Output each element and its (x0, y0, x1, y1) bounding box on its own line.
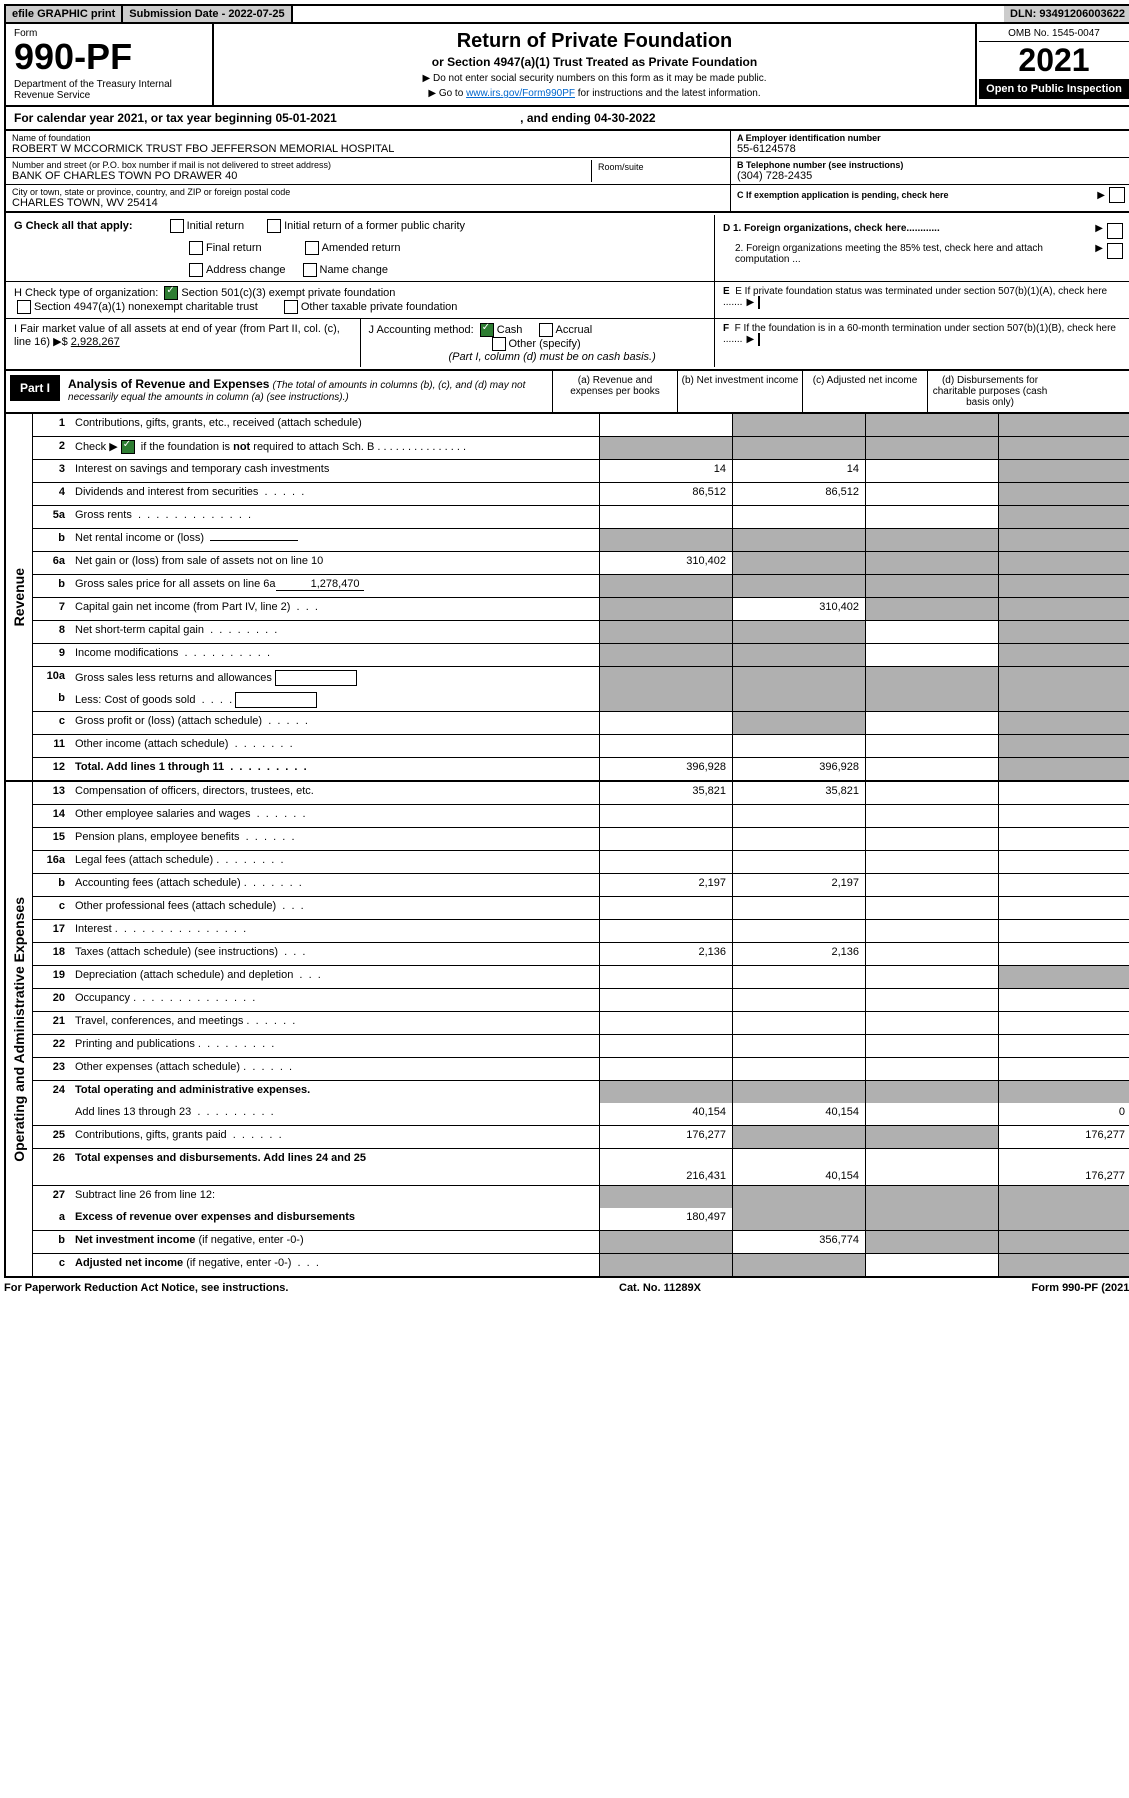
d2-checkbox[interactable] (1107, 243, 1123, 259)
address-label: Number and street (or P.O. box number if… (12, 160, 591, 170)
g-address-change-chk[interactable] (189, 263, 203, 277)
g-final-return-chk[interactable] (189, 241, 203, 255)
foundation-name-label: Name of foundation (12, 133, 724, 143)
instruction-2: ▶ Go to www.irs.gov/Form990PF for instru… (222, 88, 967, 99)
submission-date: Submission Date - 2022-07-25 (123, 6, 292, 22)
f-checkbox[interactable] (758, 333, 760, 346)
room-suite-label: Room/suite (591, 160, 724, 182)
form-title: Return of Private Foundation (222, 30, 967, 53)
irs-link[interactable]: www.irs.gov/Form990PF (466, 88, 575, 99)
revenue-side-label: Revenue (11, 568, 27, 626)
col-c-header: (c) Adjusted net income (802, 371, 927, 412)
form-number: 990-PF (14, 39, 204, 75)
expenses-table: Operating and Administrative Expenses 13… (4, 782, 1129, 1278)
part1-header: Part I Analysis of Revenue and Expenses … (4, 371, 1129, 414)
g-name-change-chk[interactable] (303, 263, 317, 277)
j-accrual-chk[interactable] (539, 323, 553, 337)
telephone: (304) 728-2435 (737, 170, 1125, 182)
paperwork-notice: For Paperwork Reduction Act Notice, see … (4, 1282, 288, 1294)
cat-number: Cat. No. 11289X (619, 1282, 701, 1294)
part1-label: Part I (10, 375, 60, 401)
form-subtitle: or Section 4947(a)(1) Trust Treated as P… (222, 55, 967, 69)
i-fmv-label: I Fair market value of all assets at end… (14, 323, 340, 348)
omb-number: OMB No. 1545-0047 (979, 26, 1129, 42)
tax-year: 2021 (979, 42, 1129, 79)
ein: 55-6124578 (737, 143, 1125, 155)
ein-label: A Employer identification number (737, 133, 1125, 143)
instruction-1: ▶ Do not enter social security numbers o… (222, 73, 967, 84)
dln: DLN: 93491206003622 (1004, 6, 1129, 22)
line2-chk[interactable] (121, 440, 135, 454)
top-bar: efile GRAPHIC print Submission Date - 20… (4, 4, 1129, 24)
page-footer: For Paperwork Reduction Act Notice, see … (4, 1278, 1129, 1298)
col-a-header: (a) Revenue and expenses per books (552, 371, 677, 412)
address: BANK OF CHARLES TOWN PO DRAWER 40 (12, 170, 591, 182)
form-header: Form 990-PF Department of the Treasury I… (4, 24, 1129, 107)
entity-info-block: Name of foundation ROBERT W MCCORMICK TR… (4, 131, 1129, 213)
revenue-table: Revenue 1Contributions, gifts, grants, e… (4, 414, 1129, 782)
j-other-chk[interactable] (492, 337, 506, 351)
j-cash-chk[interactable] (480, 323, 494, 337)
checks-section: G Check all that apply: Initial return I… (4, 213, 1129, 371)
col-d-header: (d) Disbursements for charitable purpose… (927, 371, 1052, 412)
h-other-chk[interactable] (284, 300, 298, 314)
g-amended-chk[interactable] (305, 241, 319, 255)
g-label: G Check all that apply: (14, 220, 133, 232)
d1-checkbox[interactable] (1107, 223, 1123, 239)
g-initial-return-chk[interactable] (170, 219, 184, 233)
efile-print-btn[interactable]: efile GRAPHIC print (6, 6, 123, 22)
c-checkbox[interactable] (1109, 187, 1125, 203)
department: Department of the Treasury Internal Reve… (14, 79, 204, 101)
city-state-zip: CHARLES TOWN, WV 25414 (12, 197, 724, 209)
part1-title: Analysis of Revenue and Expenses (68, 377, 269, 391)
col-b-header: (b) Net investment income (677, 371, 802, 412)
expenses-side-label: Operating and Administrative Expenses (11, 897, 27, 1162)
city-label: City or town, state or province, country… (12, 187, 724, 197)
e-checkbox[interactable] (758, 296, 760, 309)
form-footer: Form 990-PF (2021) (1032, 1282, 1129, 1294)
telephone-label: B Telephone number (see instructions) (737, 160, 1125, 170)
c-exemption-label: C If exemption application is pending, c… (737, 190, 1093, 200)
open-to-public: Open to Public Inspection (979, 79, 1129, 99)
i-fmv-value: 2,928,267 (71, 336, 120, 348)
calendar-year-row: For calendar year 2021, or tax year begi… (4, 107, 1129, 131)
h-4947-chk[interactable] (17, 300, 31, 314)
foundation-name: ROBERT W MCCORMICK TRUST FBO JEFFERSON M… (12, 143, 724, 155)
h-501c3-chk[interactable] (164, 286, 178, 300)
g-initial-former-chk[interactable] (267, 219, 281, 233)
